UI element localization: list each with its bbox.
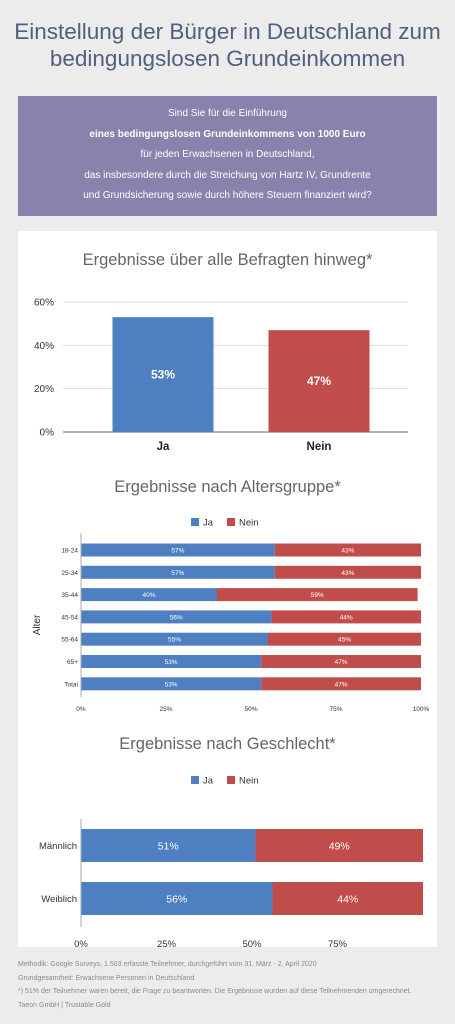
legend-label: Ja: [203, 776, 214, 787]
survey-question-box: Sind Sie für die Einführung eines beding…: [18, 96, 437, 216]
footer-methodology: Methodik: Google Surveys, 1.503 erfasste…: [18, 961, 317, 968]
category-label: 25-34: [61, 570, 78, 577]
bar-nein: [217, 588, 418, 602]
x-tick-label: Nein: [307, 441, 332, 453]
legend-label: Ja: [203, 518, 214, 529]
bar-value-label: 55%: [168, 637, 181, 644]
legend-swatch: [191, 776, 199, 784]
y-axis-label: Alter: [32, 614, 43, 635]
bar-value-label: 56%: [166, 894, 187, 906]
chart-age: Ja Nein Alter 18-24 57% 43% 25-34 57% 43% 35-44 40…: [32, 518, 430, 714]
category-label: 55-64: [61, 637, 78, 644]
x-tick-label: 50%: [242, 939, 262, 950]
charts-panel: Ergebnisse über alle Befragten hinweg* 0…: [18, 231, 437, 950]
bar-value-label: 44%: [340, 614, 353, 621]
bar-value-label: 43%: [341, 570, 354, 577]
bar-ja: [81, 543, 275, 557]
footer-note: *) 51% der Teilnehmer waren bereit, die …: [18, 988, 412, 995]
bar-ja: [81, 565, 275, 579]
category-label: 35-44: [61, 592, 78, 599]
bar-ja: [81, 677, 262, 691]
bar-ja: [112, 317, 214, 432]
y-tick-label: 60%: [34, 298, 54, 309]
question-line: und Grundsicherung sowie durch höhere St…: [83, 190, 372, 201]
page-title-line1: Einstellung der Bürger in Deutschland zu…: [14, 19, 441, 44]
x-tick-label: 100%: [413, 706, 430, 713]
y-tick-label: 0%: [40, 428, 55, 439]
bar-nein: [274, 565, 421, 579]
bar-ja: [81, 588, 217, 602]
chart-title-age: Ergebnisse nach Altersgruppe*: [114, 478, 341, 496]
bar-ja: [81, 655, 262, 668]
chart-title-overall: Ergebnisse über alle Befragten hinweg*: [82, 251, 373, 269]
legend-swatch: [191, 518, 199, 526]
question-line: Sind Sie für die Einführung: [168, 108, 287, 119]
bar-value-label: 43%: [341, 548, 354, 555]
bar-value-label: 45%: [338, 637, 351, 644]
bar-value-label: 47%: [335, 681, 348, 688]
bar-nein: [261, 677, 421, 691]
bar-value-label: 59%: [311, 592, 324, 599]
bar-value-label: 53%: [165, 659, 178, 666]
legend-label: Nein: [239, 776, 259, 787]
bar-nein: [261, 655, 421, 668]
chart-overall: 0% 20% 40% 60% 53% Ja 47% Nein: [34, 298, 408, 453]
category-label: 18-24: [61, 548, 78, 555]
bar-ja: [81, 610, 272, 624]
category-label: Total: [64, 681, 78, 688]
bar-value-label: 56%: [170, 614, 183, 621]
chart-title-gender: Ergebnisse nach Geschlecht*: [119, 735, 336, 753]
bar-value-label: 57%: [171, 570, 184, 577]
bar-nein: [272, 882, 423, 915]
footer: Methodik: Google Surveys, 1.503 erfasste…: [18, 958, 448, 1012]
y-tick-label: 20%: [34, 384, 54, 395]
chart-gender: Ja Nein Männlich 51% 49% Weiblich 56% 44% 0% 25% 5…: [39, 776, 423, 950]
x-tick-label: Ja: [157, 441, 170, 453]
page-title: Einstellung der Bürger in Deutschland zu…: [0, 18, 455, 72]
bar-value-label: 53%: [151, 368, 175, 382]
category-label: 65+: [67, 659, 78, 666]
page-title-line2: bedingungslosen Grundeinkommen: [49, 46, 406, 71]
bar-nein: [268, 330, 370, 432]
bar-value-label: 51%: [158, 841, 179, 853]
x-tick-label: 75%: [329, 706, 342, 713]
legend-swatch: [227, 776, 235, 784]
category-label: Weiblich: [41, 894, 77, 905]
footer-population: Grundgesamtheit: Erwachsene Personen in …: [18, 974, 195, 982]
bar-nein: [271, 610, 421, 624]
bar-value-label: 40%: [142, 592, 155, 599]
x-tick-label: 25%: [157, 939, 177, 950]
bar-ja: [81, 829, 256, 862]
x-tick-label: 0%: [74, 939, 88, 950]
footer-source: Taeon GmbH | Trustable Gold: [18, 1001, 111, 1009]
question-line: das insbesondere durch die Streichung vo…: [84, 169, 371, 181]
question-line-emphasis: eines bedingungslosen Grundeinkommens vo…: [89, 128, 366, 140]
bar-value-label: 57%: [171, 548, 184, 555]
bar-ja: [81, 882, 273, 915]
bar-nein: [268, 632, 421, 646]
legend-swatch: [227, 518, 235, 526]
bar-value-label: 47%: [335, 659, 348, 666]
bar-nein: [274, 543, 421, 557]
bar-value-label: 49%: [329, 841, 350, 853]
bar-value-label: 53%: [165, 681, 178, 688]
category-label: 45-54: [61, 614, 78, 621]
bar-value-label: 44%: [337, 894, 358, 906]
question-line: für jeden Erwachsenen in Deutschland,: [140, 149, 315, 160]
bar-ja: [81, 632, 268, 646]
x-tick-label: 25%: [159, 706, 172, 713]
x-tick-label: 75%: [328, 939, 348, 950]
bar-nein: [255, 829, 423, 862]
bar-value-label: 47%: [307, 374, 331, 388]
category-label: Männlich: [39, 841, 77, 852]
legend-label: Nein: [239, 518, 259, 529]
x-tick-label: 0%: [76, 706, 86, 713]
y-tick-label: 40%: [34, 341, 54, 352]
x-tick-label: 50%: [244, 706, 257, 713]
